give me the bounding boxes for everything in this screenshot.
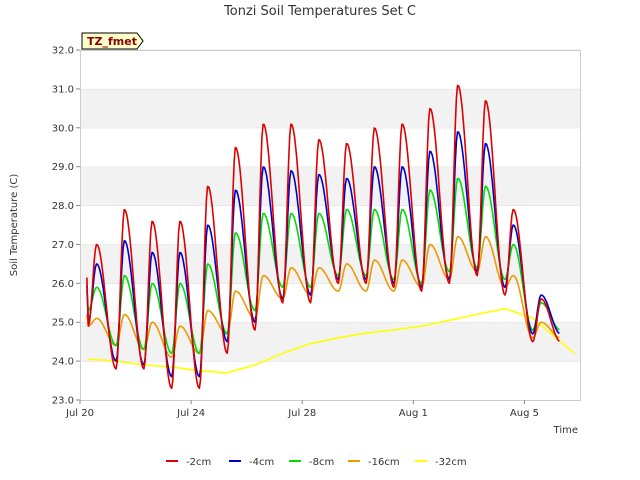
x-tick-label: Jul 28 — [287, 408, 316, 419]
grid-band — [80, 50, 580, 89]
y-tick-label: 23.0 — [52, 396, 74, 407]
y-tick-label: 30.0 — [52, 123, 74, 134]
series-line-2cm — [86, 84, 560, 390]
tz-fmet-annotation: TZ_fmet — [81, 32, 144, 50]
x-tick-label: Jul 20 — [65, 408, 94, 419]
legend-label: -8cm — [309, 457, 334, 468]
y-tick-label: 28.0 — [52, 201, 74, 212]
chart-title: Tonzi Soil Temperatures Set C — [223, 4, 416, 19]
x-tick-label: Aug 1 — [399, 408, 428, 419]
y-tick-label: 26.0 — [52, 279, 74, 290]
legend-label: -2cm — [186, 457, 211, 468]
x-tick-label: Aug 5 — [510, 408, 539, 419]
y-axis-ticks: 23.0 24.0 25.0 26.0 27.0 28.0 29.0 30.0 31.0 32.0 — [52, 46, 80, 407]
grid-band — [80, 88, 580, 128]
x-axis-ticks: Jul 20 Jul 24 Jul 28 Aug 1 Aug 5 — [65, 400, 539, 419]
plot-area — [80, 50, 581, 401]
y-tick-label: 29.0 — [52, 162, 74, 173]
grid-band — [80, 361, 580, 400]
x-axis-label: Time — [553, 425, 578, 436]
grid-band — [80, 127, 580, 167]
y-axis-label: Soil Temperature (C) — [9, 174, 20, 277]
y-tick-label: 27.0 — [52, 240, 74, 251]
grid-band — [80, 283, 580, 323]
series-line-32cm — [88, 307, 575, 374]
y-tick-label: 31.0 — [52, 84, 74, 95]
grid-band — [80, 166, 580, 206]
legend: -2cm -4cm -8cm -16cm -32cm — [166, 457, 467, 468]
annotation-label: TZ_fmet — [87, 35, 137, 48]
series-lines — [86, 84, 575, 390]
legend-label: -16cm — [368, 457, 400, 468]
grid-band — [80, 322, 580, 362]
legend-label: -4cm — [249, 457, 274, 468]
y-tick-label: 25.0 — [52, 318, 74, 329]
y-tick-label: 32.0 — [52, 46, 74, 57]
y-tick-label: 24.0 — [52, 357, 74, 368]
legend-label: -32cm — [435, 457, 467, 468]
x-tick-label: Jul 24 — [176, 408, 205, 419]
